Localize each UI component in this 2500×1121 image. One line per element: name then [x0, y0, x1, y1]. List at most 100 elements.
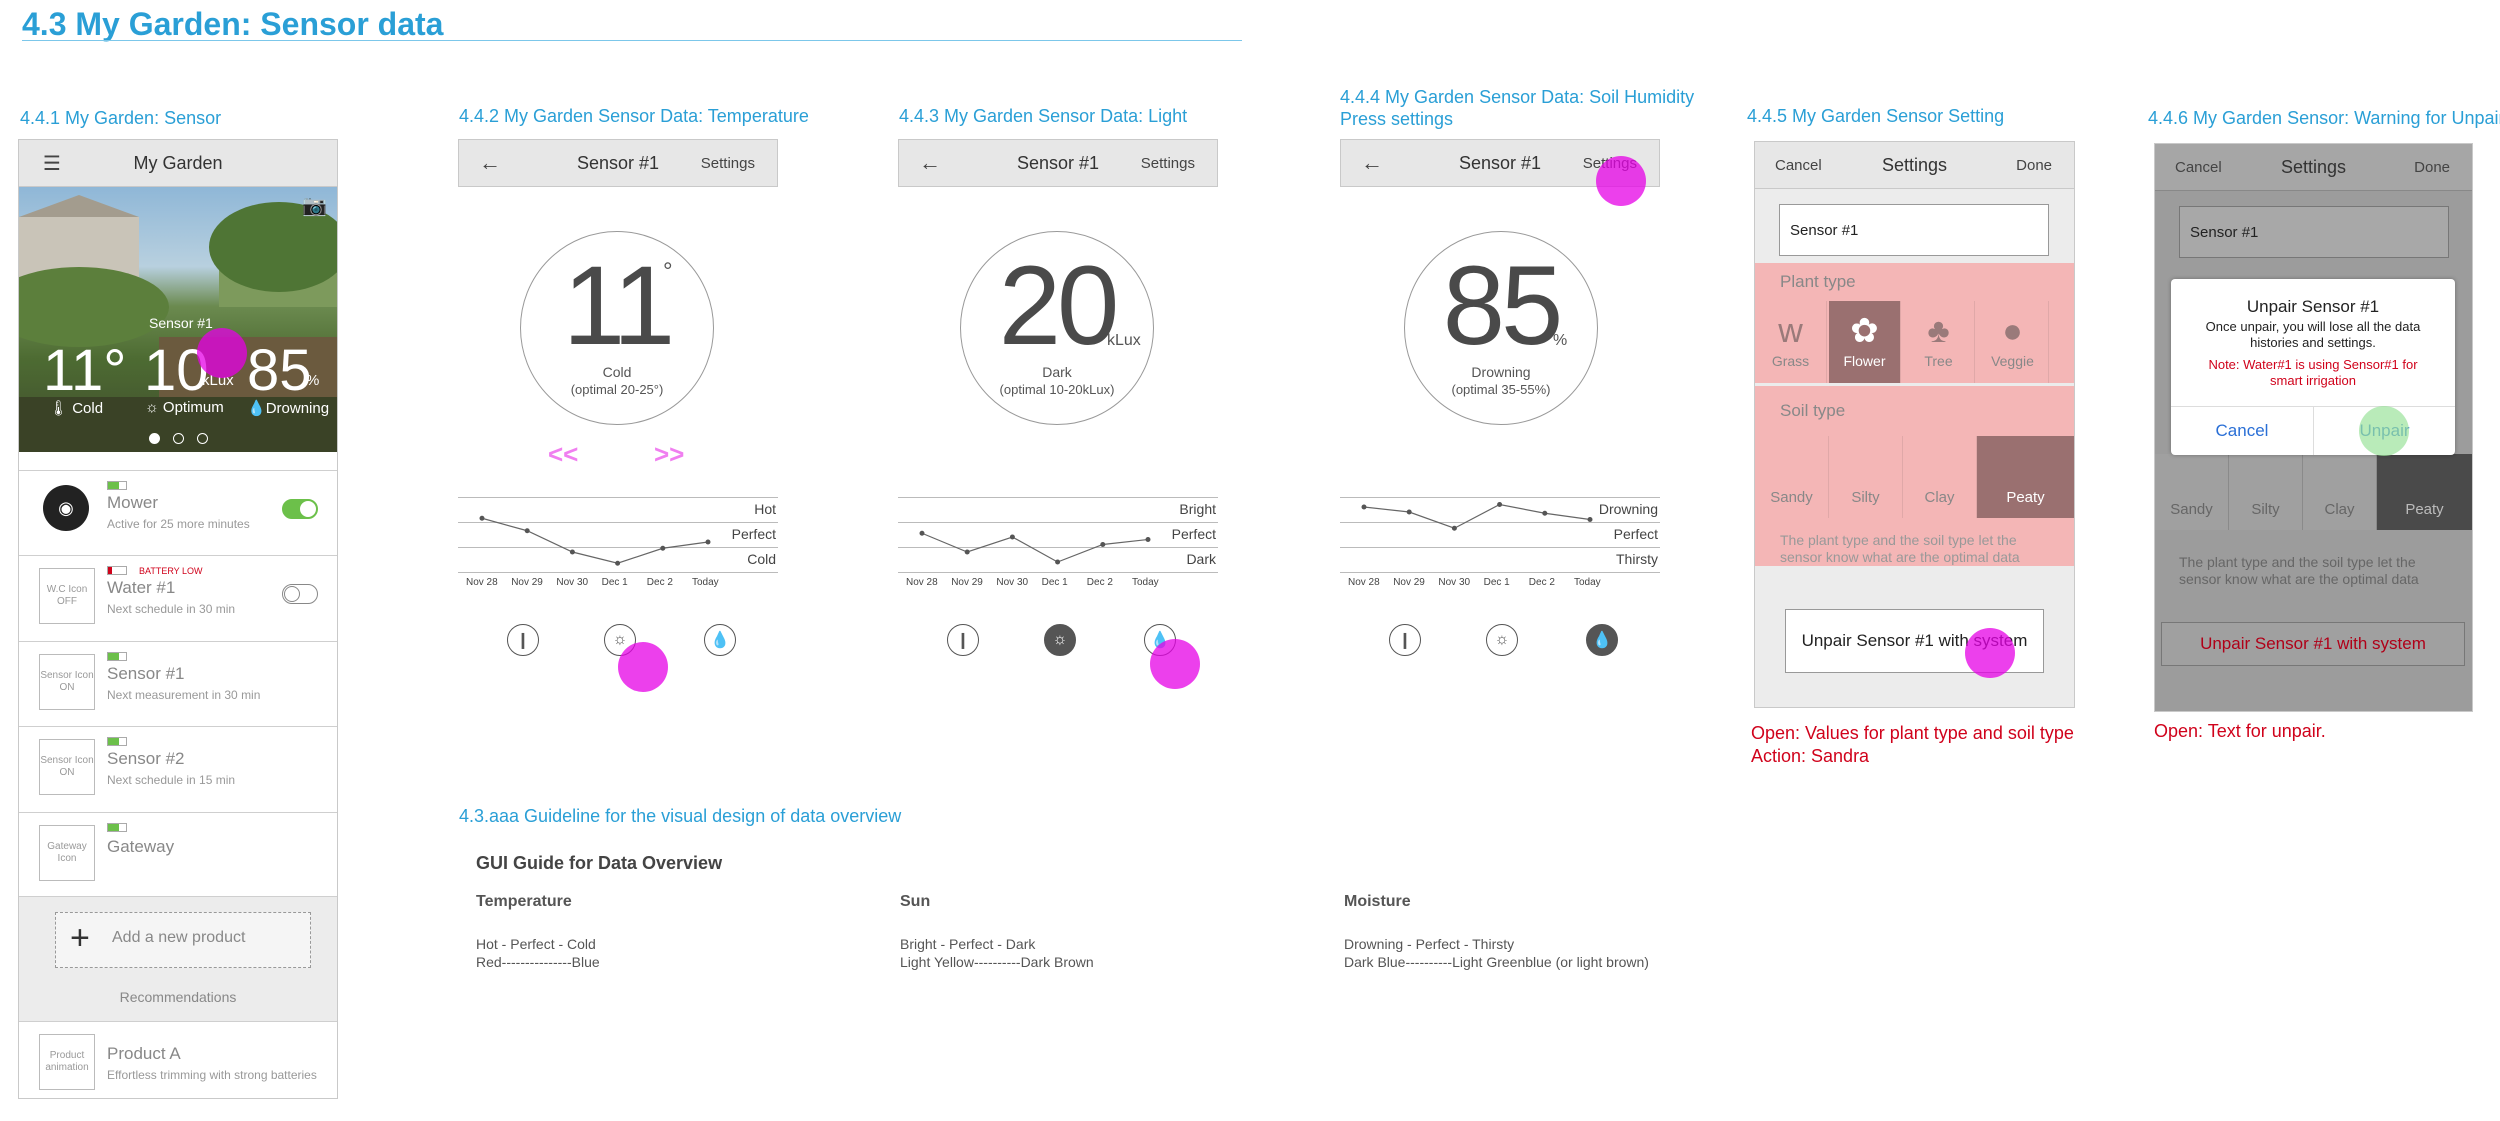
series-line [481, 517, 709, 564]
soil-option-silty[interactable]: Silty [1829, 436, 1903, 518]
prev-arrow-button[interactable]: << [548, 439, 579, 469]
plant-type-header: Plant type [1755, 263, 2074, 301]
product-desc: Active for 25 more minutes [107, 517, 250, 531]
settings-link[interactable]: Settings [1140, 154, 1195, 172]
temperature-tab-icon[interactable]: ❙ [947, 624, 979, 656]
list-item-sensor-2[interactable]: Sensor Icon ON Sensor #2 Next schedule i… [19, 726, 337, 805]
guide-moisture-title: Moisture [1344, 893, 1411, 910]
add-product-button[interactable]: + Add a new product [55, 912, 311, 968]
sensor-name-input[interactable]: Sensor #1 [2179, 206, 2449, 258]
data-point [1145, 537, 1151, 542]
grass-icon: ᴡ [1778, 312, 1803, 350]
list-item-water[interactable]: W.C Icon OFF BATTERY LOW Water #1 Next s… [19, 555, 337, 634]
guide-heading: GUI Guide for Data Overview [476, 853, 723, 873]
soil-option-clay[interactable]: Clay [1903, 436, 1977, 518]
section-title-441: 4.4.1 My Garden: Sensor [20, 108, 222, 128]
menu-icon[interactable]: ☰ [43, 152, 61, 175]
plant-option-grass[interactable]: ᴡ Grass [1755, 301, 1827, 383]
plant-option-flower[interactable]: ✿ Flower [1829, 301, 1901, 383]
product-name: Product A [107, 1044, 181, 1063]
done-button[interactable]: Done [2414, 158, 2450, 176]
product-name: Gateway [107, 837, 175, 856]
settings-note: The plant type and the soil type let the… [2179, 554, 2419, 588]
soil-option-peaty[interactable]: Peaty [1977, 436, 2074, 518]
tap-indicator [197, 328, 247, 378]
chart-row-label: Perfect [1171, 526, 1216, 542]
page-dot[interactable] [149, 433, 160, 444]
temperature-dial: 11 ° Cold (optimal 20-25°) [520, 231, 714, 425]
soil-option-peaty[interactable]: Peaty [2377, 454, 2472, 530]
settings-note-line: The plant type and the soil type let the [2179, 554, 2416, 570]
settings-link[interactable]: Settings [700, 154, 755, 172]
x-tick-label: Nov 29 [951, 577, 983, 588]
soil-option-sandy[interactable]: Sandy [1755, 436, 1829, 518]
chart-row-label: Cold [747, 551, 776, 567]
moisture-tab-icon[interactable]: 💧 [704, 624, 736, 656]
hero-sensor-label: Sensor #1 [149, 315, 213, 331]
dial-unit: ° [663, 258, 673, 285]
back-arrow-icon[interactable]: ← [479, 150, 501, 175]
dialog-cancel-button[interactable]: Cancel [2215, 420, 2269, 440]
list-item-mower[interactable]: ◉ Mower Active for 25 more minutes [19, 470, 337, 549]
cancel-button[interactable]: Cancel [1775, 156, 1822, 174]
light-series [919, 530, 1151, 565]
x-tick-label: Nov 29 [1393, 577, 1425, 588]
guide-sun-title: Sun [900, 893, 931, 910]
plant-option-veggie[interactable]: ● Veggie [1977, 301, 2049, 383]
settings-note: The plant type and the soil type let the… [1755, 518, 2074, 566]
guide-section-title: 4.3.aaa Guideline for the visual design … [459, 806, 902, 826]
recommendations-area: + Add a new product Recommendations [19, 896, 337, 1022]
dial-optimal: (optimal 20-25°) [570, 382, 664, 397]
light-tab-icon[interactable]: ☼ [1486, 624, 1518, 656]
back-arrow-icon[interactable]: ← [1361, 150, 1383, 175]
temperature-tab-icon[interactable]: ❙ [507, 624, 539, 656]
screen-title: My Garden [133, 152, 223, 173]
soil-option-silty[interactable]: Silty [2229, 454, 2303, 530]
light-chart: Bright Perfect Dark Nov 28 Nov 29 Nov 30 De… [898, 497, 1218, 588]
next-arrow-button[interactable]: >> [654, 439, 685, 469]
plant-option-label: Veggie [1991, 353, 2034, 369]
top-bar: ☰ My Garden [19, 140, 337, 187]
humidity-series [1361, 502, 1593, 531]
section-title-444: 4.4.4 My Garden Sensor Data: Soil Humidi… [1340, 86, 1694, 130]
data-point [964, 549, 970, 555]
water-toggle[interactable] [282, 584, 318, 604]
unpair-button[interactable]: Unpair Sensor #1 with system [2161, 622, 2465, 666]
list-item-gateway[interactable]: Gateway Icon Gateway [19, 812, 337, 891]
x-tick-label: Nov 30 [556, 577, 589, 588]
guide-sun-text: Bright - Perfect - Dark Light Yellow----… [900, 935, 1094, 971]
x-tick-label: Nov 28 [906, 577, 938, 588]
x-tick-label: Nov 29 [511, 577, 543, 588]
page-dot[interactable] [197, 433, 208, 444]
title-divider [22, 40, 1242, 41]
data-point [615, 560, 621, 566]
list-item-sensor-1[interactable]: Sensor Icon ON Sensor #1 Next measuremen… [19, 641, 337, 720]
soil-option-sandy[interactable]: Sandy [2155, 454, 2229, 530]
battery-low-badge: BATTERY LOW [139, 566, 203, 576]
soil-type-header: Soil type [1755, 386, 2074, 436]
light-tab-icon[interactable]: ☼ [1044, 624, 1076, 656]
chart-row-label: Drowning [1598, 501, 1658, 517]
moisture-tab-icon[interactable]: 💧 [1586, 624, 1618, 656]
page-dot[interactable] [173, 433, 184, 444]
cancel-button[interactable]: Cancel [2175, 158, 2222, 176]
list-item-product-a[interactable]: Product animation Product A Effortless t… [19, 1021, 337, 1098]
hero-temperature: 11° [43, 338, 127, 403]
camera-icon[interactable]: 📷 [302, 195, 327, 217]
dialog-note-line: Note: Water#1 is using Sensor#1 for [2208, 357, 2418, 372]
sensor-name-input[interactable]: Sensor #1 [1779, 204, 2049, 256]
product-name: Sensor #1 [107, 664, 185, 683]
plant-type-picker: ᴡ Grass ✿ Flower ♣ Tree ● Veggie ❦ [1755, 301, 2074, 383]
add-product-label: Add a new product [112, 929, 246, 946]
page-dots[interactable] [149, 431, 221, 449]
back-arrow-icon[interactable]: ← [919, 150, 941, 175]
mower-toggle[interactable] [282, 499, 318, 519]
product-thumb: W.C Icon OFF [39, 568, 95, 624]
guide-line: Hot - Perfect - Cold [476, 936, 596, 952]
temperature-tab-icon[interactable]: ❙ [1389, 624, 1421, 656]
done-button[interactable]: Done [2016, 156, 2052, 174]
guide-line: Bright - Perfect - Dark [900, 936, 1036, 952]
plant-option-more[interactable]: ❦ [2051, 301, 2074, 383]
soil-option-clay[interactable]: Clay [2303, 454, 2377, 530]
plant-option-tree[interactable]: ♣ Tree [1903, 301, 1975, 383]
